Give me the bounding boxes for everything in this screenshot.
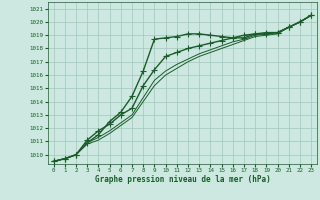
X-axis label: Graphe pression niveau de la mer (hPa): Graphe pression niveau de la mer (hPa) — [94, 175, 270, 184]
